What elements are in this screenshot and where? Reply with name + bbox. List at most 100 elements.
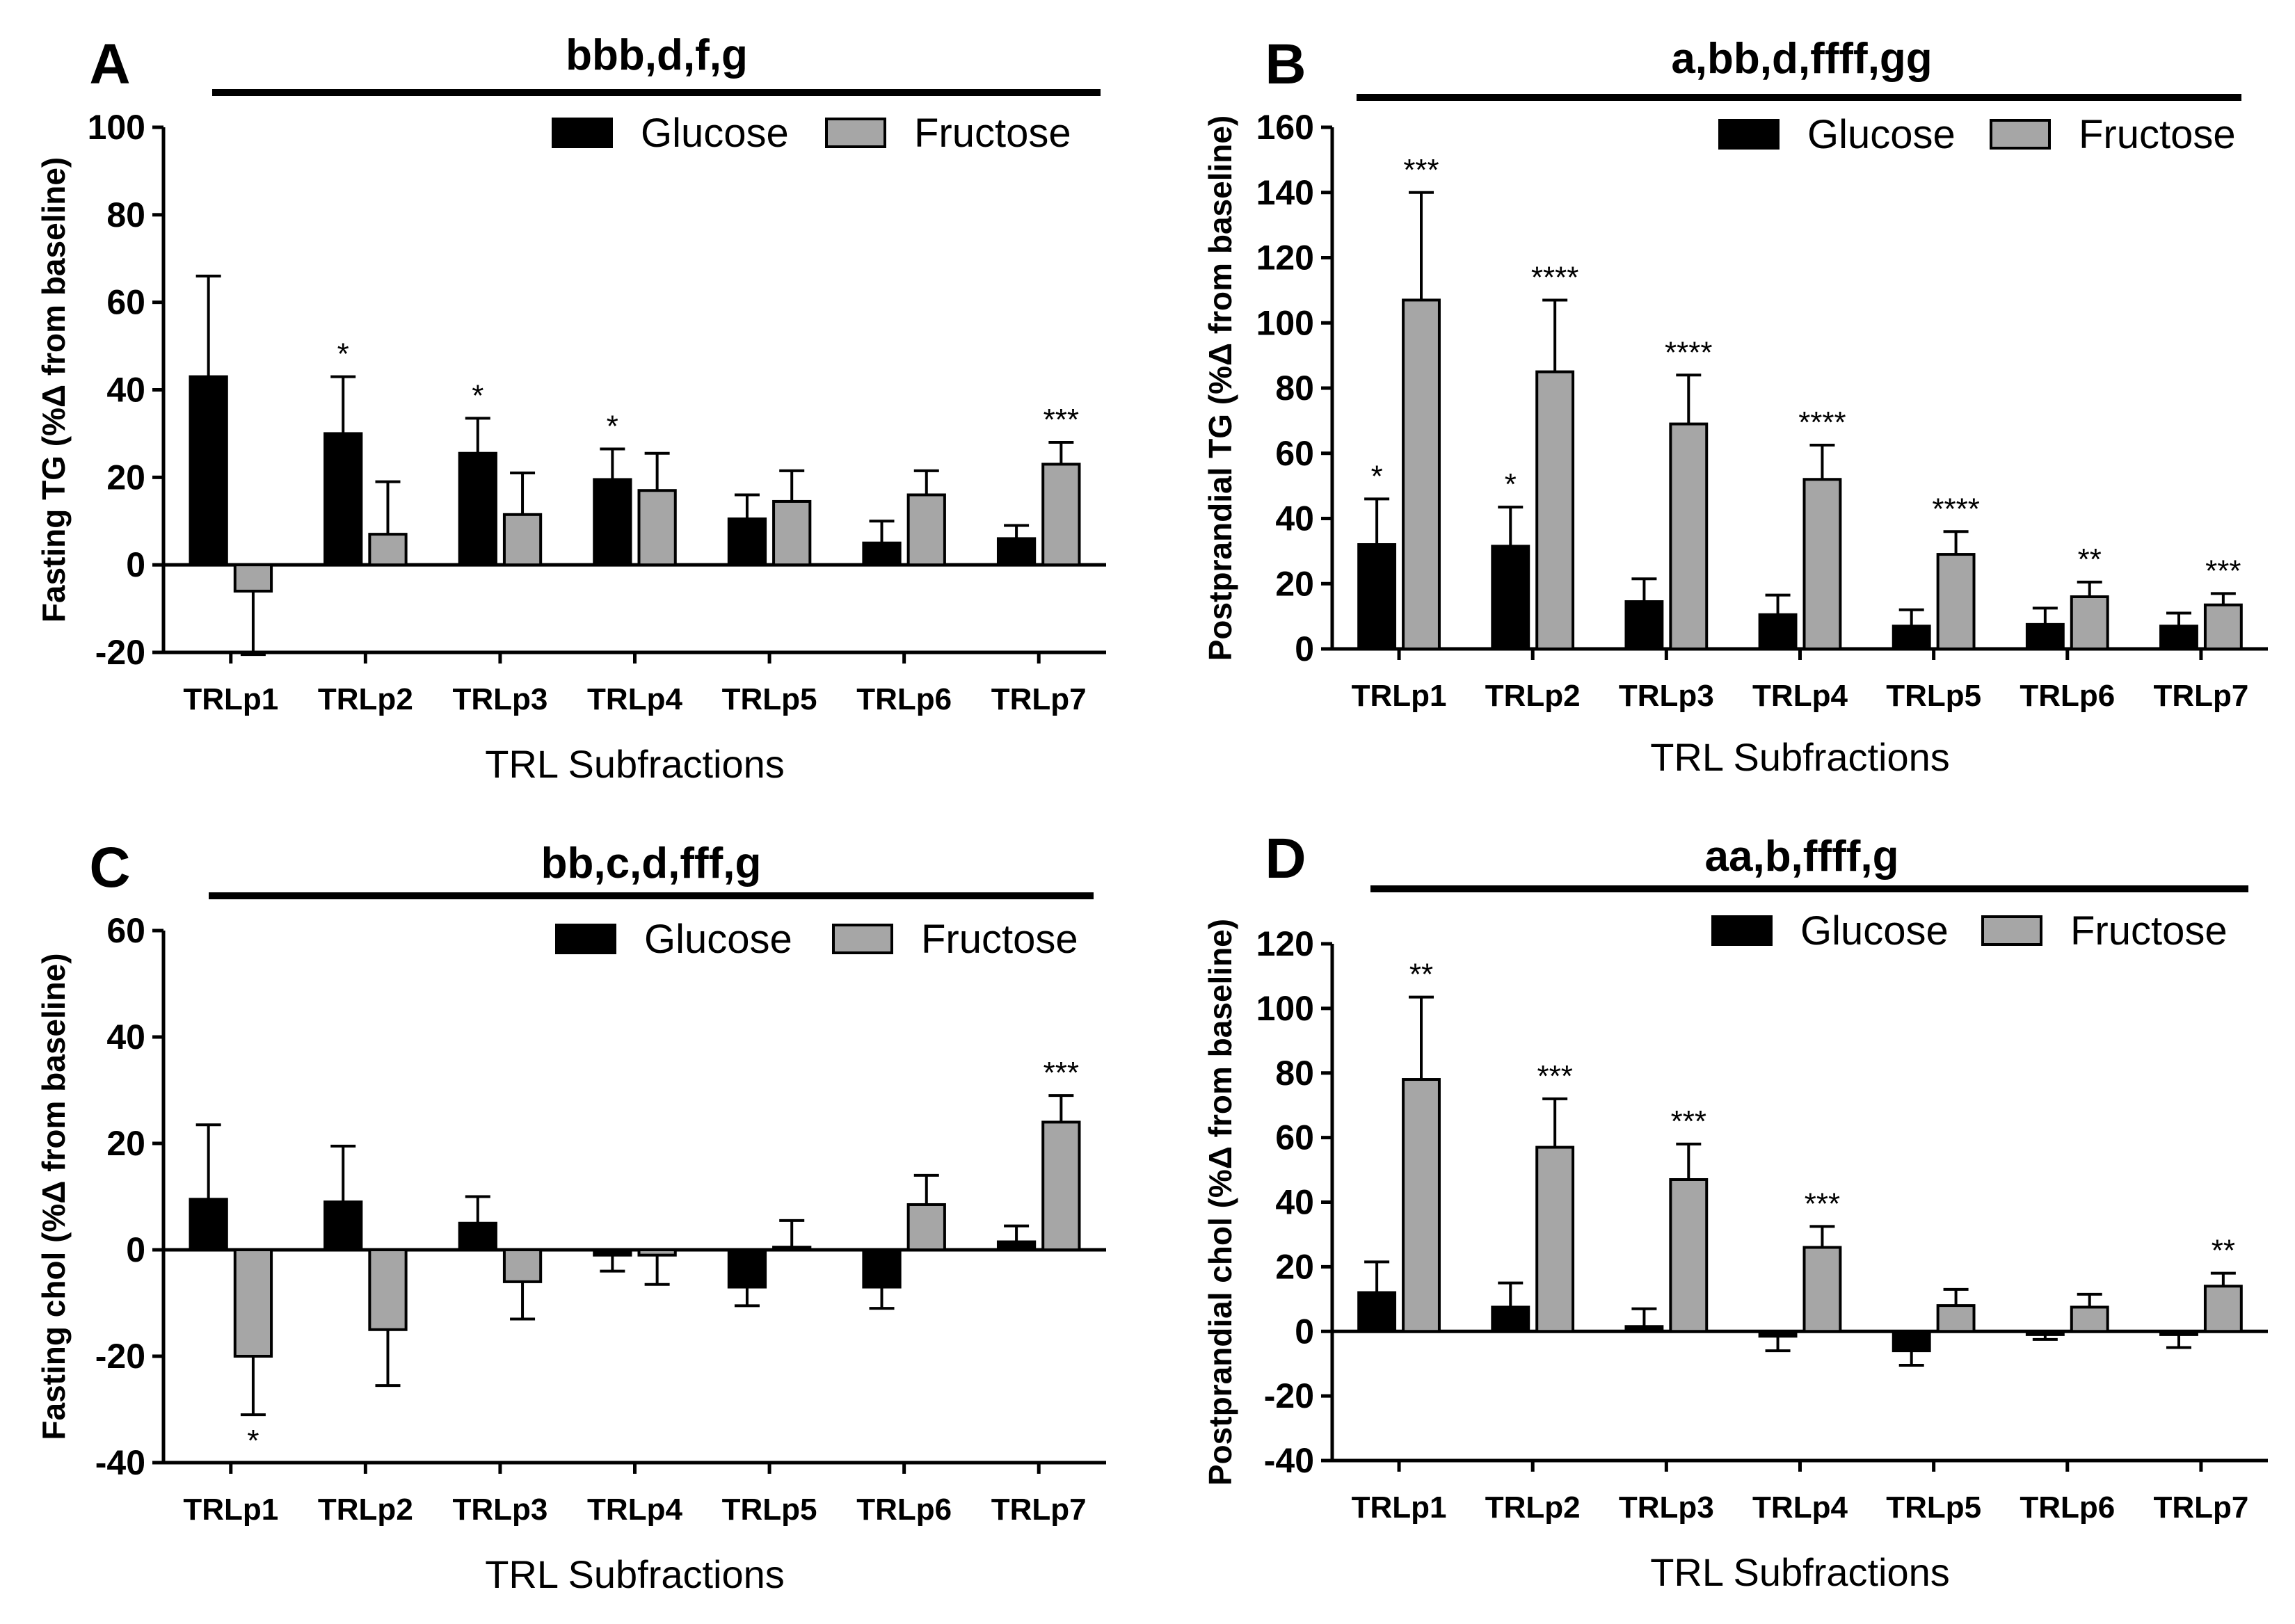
significance-star: ****: [1531, 260, 1579, 294]
bar-glucose: [1758, 613, 1798, 650]
bar-glucose: [458, 1221, 497, 1251]
bar-fructose: [1669, 1177, 1709, 1333]
significance-star: **: [1409, 958, 1433, 992]
significance-star: *: [247, 1424, 259, 1458]
significance-star: ***: [1043, 1056, 1079, 1090]
legend-label-glucose: Glucose: [1807, 112, 1956, 157]
x-tick-label: TRLp7: [2153, 679, 2248, 713]
x-tick-label: TRLp7: [2153, 1490, 2248, 1525]
y-tick-label: 60: [1275, 1118, 1314, 1157]
x-tick-label: TRLp2: [1485, 679, 1581, 713]
bar-fructose: [2070, 1305, 2109, 1333]
y-tick-label: 100: [88, 108, 145, 147]
x-tick-label: TRLp5: [1886, 1490, 1981, 1525]
y-tick-label: 0: [126, 1230, 145, 1269]
bar-glucose: [2159, 625, 2198, 650]
x-tick-label: TRLp5: [722, 1493, 817, 1527]
significance-star: *: [1505, 467, 1517, 501]
legend-label-fructose: Fructose: [921, 917, 1078, 962]
bar-glucose: [1892, 625, 1931, 650]
y-tick-label: 40: [1275, 1183, 1314, 1222]
x-tick-label: TRLp1: [183, 682, 278, 716]
y-tick-label: -40: [1264, 1441, 1314, 1480]
bar-fructose: [1402, 1078, 1441, 1333]
y-tick-label: 80: [1275, 369, 1314, 408]
significance-star: ****: [1798, 405, 1846, 440]
bar-fructose: [502, 1248, 543, 1283]
significance-star: ***: [1403, 153, 1439, 187]
bar-glucose: [2025, 1330, 2065, 1336]
bar-fructose: [2203, 603, 2243, 650]
bar-fructose: [1802, 478, 1842, 650]
bar-fructose: [233, 1248, 273, 1358]
x-tick-label: TRLp6: [2020, 679, 2115, 713]
y-tick-label: 120: [1256, 924, 1314, 963]
x-tick-label: TRLp2: [318, 1493, 413, 1527]
legend-label-fructose: Fructose: [2070, 908, 2228, 954]
significance-star: **: [2212, 1234, 2235, 1268]
legend-swatch-glucose: [555, 924, 616, 954]
y-tick-label: 100: [1256, 989, 1314, 1028]
bar-fructose: [1936, 553, 1976, 650]
bar-fructose: [772, 499, 812, 567]
y-tick-label: -40: [95, 1443, 145, 1482]
x-tick-label: TRLp6: [2020, 1490, 2115, 1525]
bar-fructose: [637, 489, 677, 567]
significance-star: ***: [2205, 554, 2241, 588]
y-tick-label: -20: [95, 633, 145, 672]
bar-glucose: [323, 1200, 363, 1252]
y-tick-label: 20: [106, 1124, 145, 1163]
bar-fructose: [1402, 298, 1441, 650]
legend-label-fructose: Fructose: [914, 111, 1071, 156]
bar-glucose: [189, 375, 228, 567]
bar-fructose: [637, 1248, 677, 1257]
bar-glucose: [593, 1248, 632, 1257]
y-tick-label: 40: [1275, 499, 1314, 538]
significance-star: ****: [1665, 335, 1713, 369]
y-tick-label: 20: [1275, 1247, 1314, 1286]
y-axis-label: Postprandial TG (%Δ from baseline): [1202, 115, 1238, 661]
bar-fructose: [1041, 463, 1081, 567]
x-tick-label: TRLp1: [1352, 679, 1447, 713]
y-tick-label: 80: [106, 195, 145, 234]
x-axis-label: TRL Subfractions: [1650, 735, 1950, 779]
x-tick-label: TRLp4: [587, 682, 682, 716]
bar-glucose: [2025, 622, 2065, 650]
panel-letter: D: [1265, 827, 1306, 890]
bar-fructose: [1669, 422, 1709, 650]
bar-glucose: [458, 451, 497, 567]
x-tick-label: TRLp3: [1619, 1490, 1714, 1525]
significance-star: *: [1371, 459, 1383, 493]
x-axis-label: TRL Subfractions: [485, 1552, 785, 1596]
y-tick-label: -20: [1264, 1376, 1314, 1415]
y-tick-label: 60: [106, 911, 145, 950]
x-tick-label: TRLp4: [1752, 1490, 1848, 1525]
bar-glucose: [323, 432, 363, 567]
bar-glucose: [727, 517, 767, 567]
y-axis-label: Fasting TG (%Δ from baseline): [35, 157, 72, 622]
bar-glucose: [1357, 543, 1397, 650]
bar-glucose: [862, 541, 902, 567]
x-tick-label: TRLp2: [318, 682, 413, 716]
y-tick-label: 60: [1275, 434, 1314, 473]
significance-star: ****: [1932, 492, 1980, 526]
y-tick-label: 0: [1295, 629, 1314, 668]
bar-fructose: [772, 1246, 812, 1252]
bar-fructose: [2070, 595, 2109, 650]
significance-label: a,bb,d,ffff,gg: [1671, 35, 1932, 83]
legend-label-glucose: Glucose: [641, 111, 789, 156]
x-tick-label: TRLp6: [856, 1493, 952, 1527]
significance-star: ***: [1043, 403, 1079, 437]
legend-label-glucose: Glucose: [1800, 908, 1949, 954]
x-tick-label: TRLp2: [1485, 1490, 1581, 1525]
legend-swatch-fructose: [832, 924, 893, 954]
legend-swatch-fructose: [825, 118, 886, 148]
legend-swatch-fructose: [1990, 119, 2051, 150]
bar-fructose: [368, 1248, 408, 1331]
bar-glucose: [2159, 1330, 2198, 1336]
y-tick-label: 60: [106, 283, 145, 322]
significance-star: ***: [1537, 1059, 1572, 1093]
